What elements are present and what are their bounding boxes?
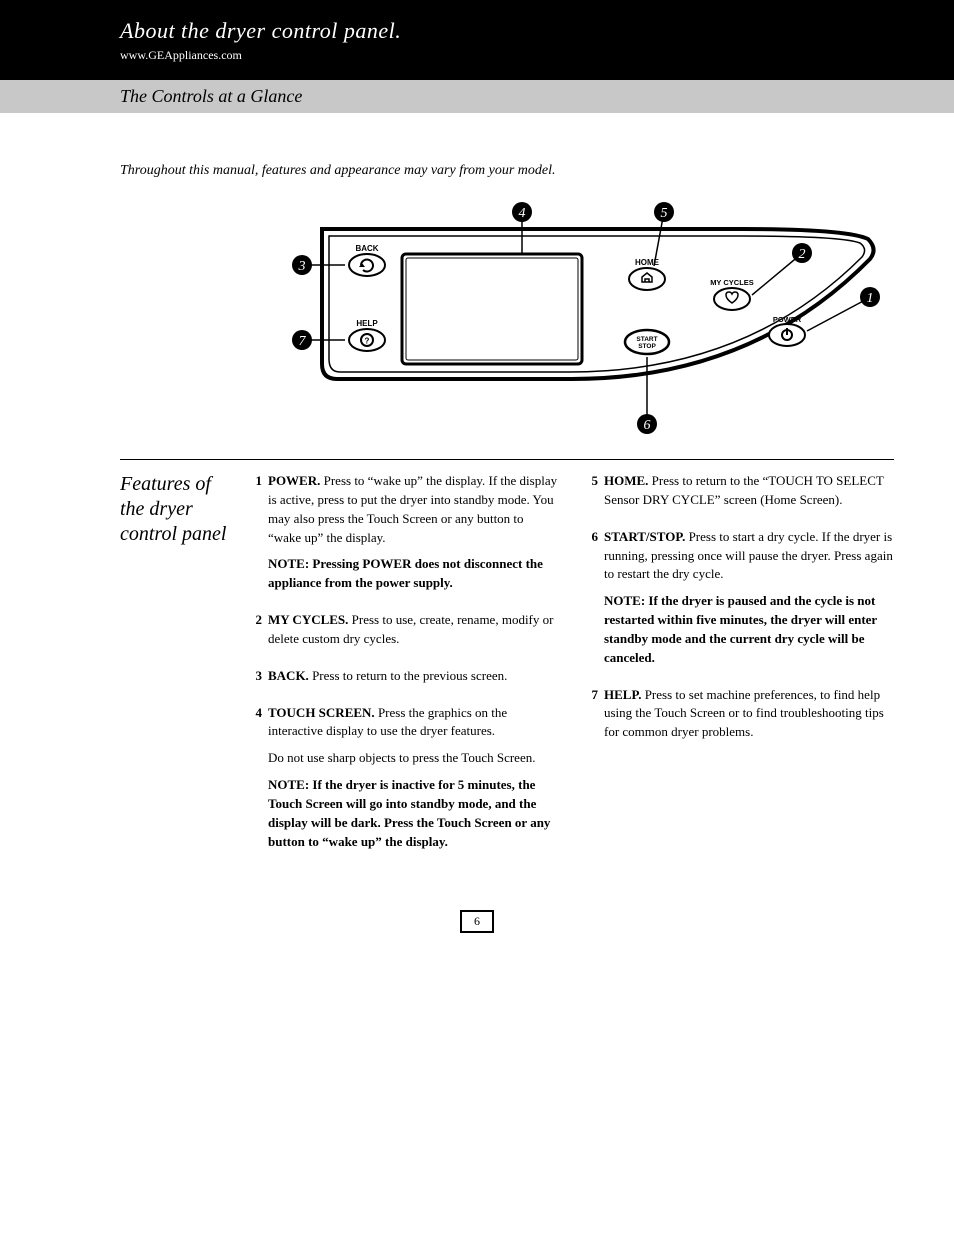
list-item: 4 TOUCH SCREEN. Press the graphics on th… <box>250 704 558 860</box>
svg-text:5: 5 <box>661 206 668 221</box>
mycycles-button-icon: MY CYCLES <box>710 278 754 310</box>
list-item: 1 POWER. Press to “wake up” the display.… <box>250 472 558 601</box>
header-link: www.GEAppliances.com <box>120 48 924 63</box>
svg-text:6: 6 <box>644 418 651 433</box>
page-footer: 6 <box>0 910 954 933</box>
list-item: 5 HOME. Press to return to the “TOUCH TO… <box>586 472 894 518</box>
svg-text:START: START <box>636 336 657 343</box>
svg-text:POWER: POWER <box>773 315 802 324</box>
svg-text:MY CYCLES: MY CYCLES <box>710 278 754 287</box>
svg-text:STOP: STOP <box>638 343 656 350</box>
svg-text:3: 3 <box>298 259 306 274</box>
power-button-icon: POWER <box>769 315 805 346</box>
svg-text:4: 4 <box>519 206 526 221</box>
header-black-bar: About the dryer control panel. www.GEApp… <box>0 0 954 80</box>
svg-text:2: 2 <box>799 247 806 262</box>
list-item: 2 MY CYCLES. Press to use, create, renam… <box>250 611 558 657</box>
subnote-text: Throughout this manual, features and app… <box>120 163 924 179</box>
startstop-button-icon: START STOP <box>625 330 669 354</box>
list-item: 7 HELP. Press to set machine preferences… <box>586 686 894 751</box>
control-panel-diagram: BACK HELP ? HOME MY CYCLES <box>240 199 924 439</box>
left-column: 1 POWER. Press to “wake up” the display.… <box>250 472 558 870</box>
svg-text:1: 1 <box>867 291 874 306</box>
page-title: About the dryer control panel. <box>120 18 924 44</box>
grey-subtitle: The Controls at a Glance <box>120 86 302 106</box>
section-title: Features of the dryer control panel <box>120 472 250 870</box>
list-item: 6 START/STOP. Press to start a dry cycle… <box>586 528 894 676</box>
list-item: 3 BACK. Press to return to the previous … <box>250 667 558 694</box>
svg-text:?: ? <box>365 337 370 346</box>
header-grey-bar: The Controls at a Glance <box>0 80 954 113</box>
svg-text:7: 7 <box>299 334 307 349</box>
svg-text:BACK: BACK <box>355 244 378 253</box>
svg-text:HELP: HELP <box>356 319 378 328</box>
page-number: 6 <box>460 910 494 933</box>
right-column: 5 HOME. Press to return to the “TOUCH TO… <box>586 472 894 870</box>
